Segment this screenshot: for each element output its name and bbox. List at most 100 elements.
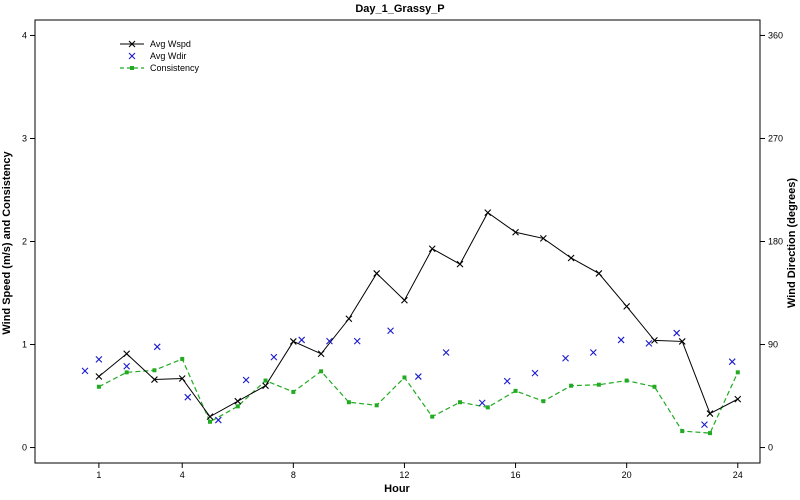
consistency-point	[652, 384, 657, 389]
avg-wdir-point	[442, 349, 450, 356]
y-right-tick-label: 360	[768, 30, 783, 40]
consistency-point	[346, 400, 351, 405]
y-axis-left-title: Wind Speed (m/s) and Consistency	[1, 150, 13, 334]
avg-wdir-point	[414, 373, 422, 380]
avg-wdir-point	[645, 339, 653, 347]
x-tick-label: 12	[399, 470, 409, 480]
x-tick-label: 4	[180, 470, 185, 480]
consistency-point	[208, 419, 212, 424]
consistency-line	[98, 358, 739, 434]
legend-swatch-marker	[128, 40, 136, 48]
series-layer	[81, 209, 742, 436]
avg-wspd-point	[512, 228, 519, 236]
consistency-point	[458, 400, 462, 405]
y-right-tick-label: 270	[768, 133, 783, 143]
consistency-point	[319, 369, 324, 374]
consistency-point	[624, 378, 629, 383]
consistency-point	[374, 403, 379, 408]
legend-swatch-marker	[128, 52, 136, 60]
consistency-point	[263, 378, 268, 383]
avg-wspd-point	[345, 315, 353, 323]
avg-wspd-point	[428, 245, 436, 253]
avg-wdir-point	[298, 336, 306, 344]
y-left-tick-label: 4	[22, 30, 27, 40]
avg-wspd-point	[317, 350, 325, 358]
legend-item: Avg Wdir	[128, 51, 186, 61]
avg-wspd-point	[678, 338, 686, 345]
consistency-point	[235, 404, 240, 409]
x-tick-label: 24	[733, 470, 743, 480]
avg-wdir-point	[701, 421, 708, 429]
legend-swatch-marker	[130, 66, 134, 70]
x-tick-label: 20	[622, 470, 632, 480]
consistency-point	[485, 405, 490, 410]
consistency-point	[124, 370, 129, 375]
avg-wspd-point	[151, 376, 158, 383]
avg-wspd-point	[206, 413, 214, 421]
consistency-point	[569, 383, 574, 388]
avg-wspd-point	[262, 382, 269, 390]
legend-item: Consistency	[120, 63, 200, 73]
avg-wdir-point	[562, 354, 569, 362]
consistency-point	[735, 370, 740, 375]
y-right-tick-label: 180	[768, 237, 783, 247]
chart-title: Day_1_Grassy_P	[355, 3, 444, 15]
avg-wspd-point	[289, 338, 297, 345]
legend-label: Avg Wdir	[150, 51, 186, 61]
x-tick-label: 8	[291, 470, 296, 480]
avg-wdir-point	[387, 327, 394, 335]
x-tick-label: 16	[511, 470, 521, 480]
x-axis-title: Hour	[384, 483, 410, 495]
avg-wdir-point	[153, 343, 161, 351]
avg-wspd-point	[456, 260, 464, 268]
avg-wdir-point	[503, 377, 511, 385]
avg-wspd-point	[651, 337, 658, 344]
y-axis-right-title: Wind Direction (degrees)	[786, 178, 798, 308]
y-left-tick-label: 1	[22, 340, 27, 350]
y-left-tick-label: 0	[22, 443, 27, 453]
y-left-tick-label: 2	[22, 237, 27, 247]
avg-wspd-point	[484, 209, 492, 217]
avg-wdir-point	[728, 358, 736, 366]
avg-wdir-point	[95, 356, 103, 363]
avg-wspd-point	[123, 350, 131, 358]
avg-wspd-point	[595, 270, 603, 277]
y-axis-left: 0 1 2 3 4	[22, 30, 35, 453]
legend-label: Avg Wspd	[150, 39, 191, 49]
legend-label: Consistency	[150, 63, 200, 73]
avg-wspd-line	[98, 211, 739, 418]
avg-wspd-point	[95, 373, 103, 380]
avg-wdir-point	[617, 336, 625, 344]
avg-wdir-point	[531, 369, 539, 377]
avg-wdir-point	[353, 337, 361, 345]
avg-wdir-point	[214, 416, 222, 424]
avg-wdir-point	[123, 362, 131, 370]
legend: Avg Wspd Avg Wdir Consistency	[120, 39, 200, 73]
avg-wspd-point	[401, 296, 408, 304]
y-right-tick-label: 90	[768, 340, 778, 350]
y-axis-right: 0 90 180 270 360	[760, 30, 783, 453]
legend-item: Avg Wspd	[120, 39, 191, 49]
avg-wdir-point	[270, 353, 278, 361]
avg-wspd-point	[706, 410, 714, 417]
consistency-point	[152, 368, 157, 373]
avg-wspd-point	[539, 235, 547, 242]
consistency-point	[541, 399, 546, 404]
consistency-point	[180, 356, 185, 361]
avg-wdir-point	[326, 337, 333, 345]
consistency-point	[402, 375, 407, 380]
avg-wspd-point	[234, 397, 242, 405]
consistency-point	[680, 429, 685, 434]
consistency-point	[513, 388, 518, 393]
avg-wdir-point	[242, 376, 250, 384]
avg-wdir-point	[81, 367, 89, 375]
avg-wdir-point	[184, 393, 192, 401]
consistency-point	[96, 384, 101, 389]
x-axis: 1 4 8 12 16 20 24	[96, 463, 743, 480]
avg-wspd-point	[178, 375, 186, 382]
x-tick-label: 1	[96, 470, 101, 480]
consistency-point	[430, 414, 435, 419]
avg-wdir-point	[673, 329, 681, 337]
